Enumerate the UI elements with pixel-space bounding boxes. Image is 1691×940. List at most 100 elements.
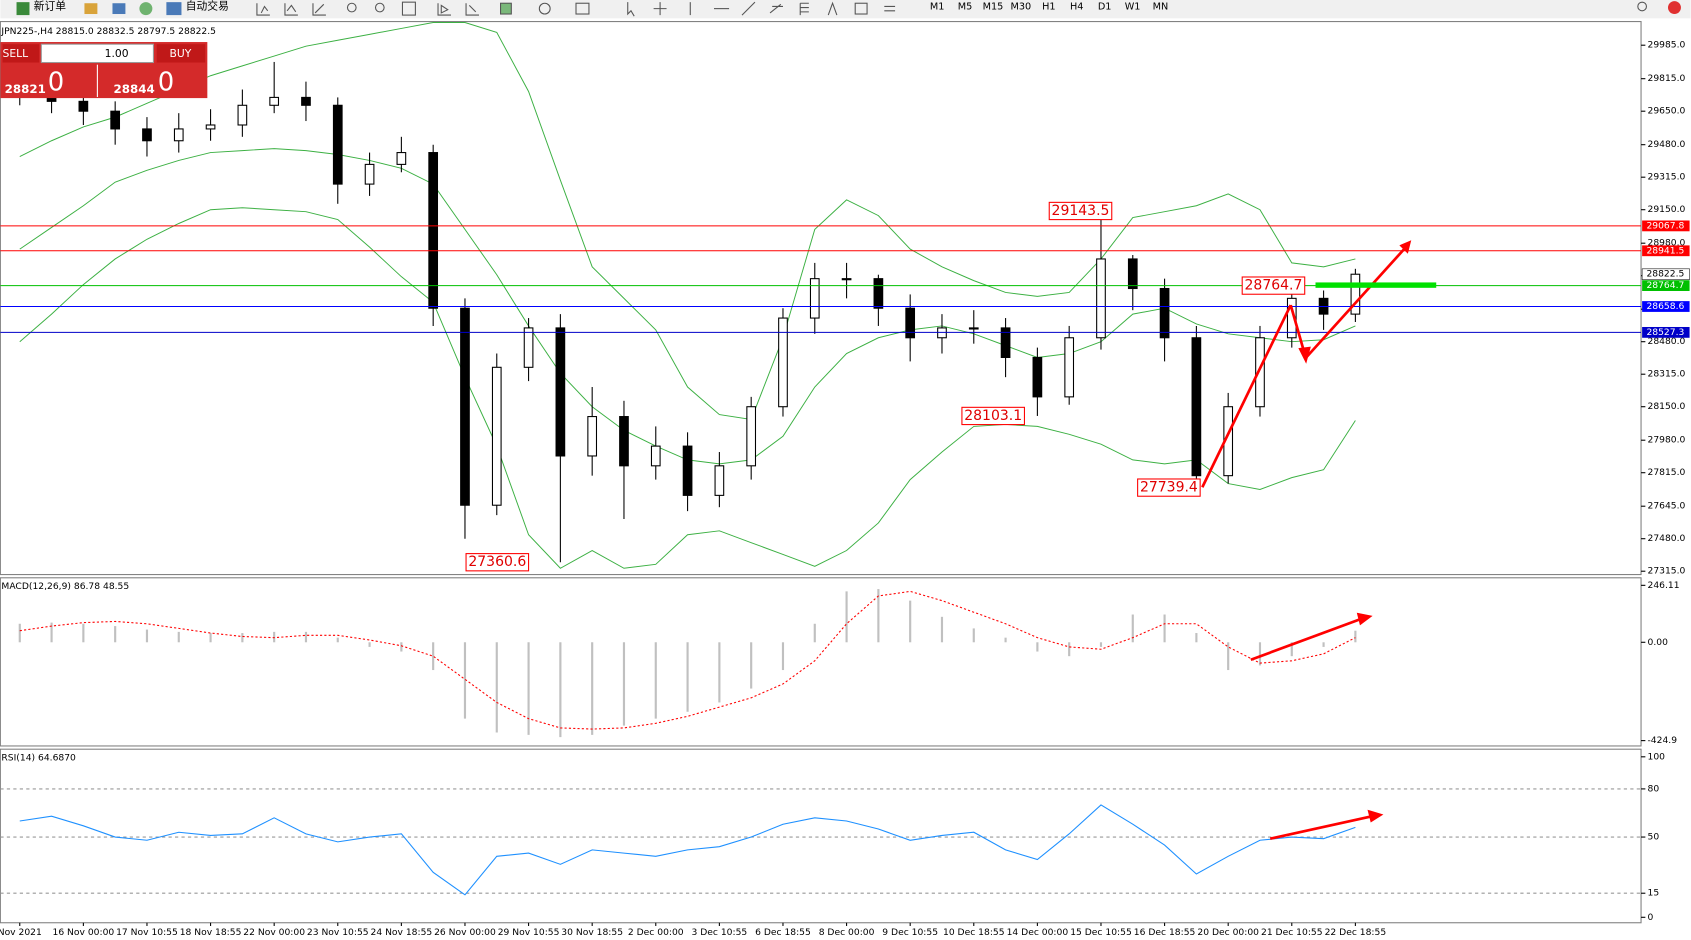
timeframe[interactable]: D1 xyxy=(1098,1,1112,12)
candle-body xyxy=(905,307,916,339)
volume-box[interactable] xyxy=(40,43,154,64)
rsi-panel xyxy=(0,748,1642,924)
candle-body xyxy=(619,416,629,467)
candle-body xyxy=(1350,273,1361,315)
y-tick-label: 15 xyxy=(1648,888,1660,899)
candle-body xyxy=(301,96,311,106)
auto-trading[interactable]: 自动交易 xyxy=(186,0,229,12)
candle-body xyxy=(523,327,534,368)
volume[interactable]: 1.00 xyxy=(105,47,129,60)
x-tick-label: 23 Nov 10:55 xyxy=(307,927,369,938)
sell-digit[interactable]: 0 xyxy=(48,68,64,98)
macd-signal xyxy=(19,590,1356,730)
timeframe[interactable]: MN xyxy=(1153,1,1169,12)
notification[interactable] xyxy=(1668,1,1681,15)
tool-icon[interactable] xyxy=(256,3,270,16)
tool-icon[interactable] xyxy=(112,3,126,15)
arrow xyxy=(1201,304,1292,488)
zoom-in[interactable] xyxy=(346,2,357,13)
x-tick-label: 8 Dec 00:00 xyxy=(819,927,875,938)
y-tick-label: 29480.0 xyxy=(1648,139,1686,150)
macd-panel xyxy=(0,577,1642,747)
bid-tag xyxy=(1641,268,1690,280)
y-tick-label: 0 xyxy=(1648,912,1654,923)
x-tick-label: 10 Dec 18:55 xyxy=(943,927,1005,938)
y-tick-label: 100 xyxy=(1648,751,1666,762)
annotation: 28764.7 xyxy=(1245,278,1303,294)
timeframe[interactable]: M5 xyxy=(958,1,973,12)
timeframe[interactable]: W1 xyxy=(1125,1,1141,12)
x-tick-label: Nov 2021 xyxy=(0,927,42,938)
x-tick-label: 29 Nov 10:55 xyxy=(498,927,560,938)
toolbar-icons xyxy=(256,1,1647,17)
x-tick-label: 3 Dec 10:55 xyxy=(691,927,747,938)
candle-body xyxy=(714,465,725,496)
candle-body xyxy=(460,307,470,506)
channel[interactable] xyxy=(769,3,783,14)
annotation: 27739.4 xyxy=(1140,480,1198,496)
periods[interactable] xyxy=(538,2,551,15)
tool-icon[interactable] xyxy=(139,2,153,16)
x-tick-label: 17 Nov 10:55 xyxy=(116,927,178,938)
x-tick-label: 9 Dec 10:55 xyxy=(882,927,938,938)
indicators[interactable] xyxy=(500,2,512,15)
trendline[interactable] xyxy=(741,1,756,16)
shapes[interactable] xyxy=(884,5,896,12)
marker-bar xyxy=(1315,282,1437,288)
cursor[interactable] xyxy=(627,2,635,17)
annotation: 27360.6 xyxy=(468,554,526,570)
level-label: 28658.6 xyxy=(1646,301,1684,312)
arrow-head xyxy=(1399,240,1412,254)
candle-body xyxy=(396,152,407,165)
y-tick-label: 27980.0 xyxy=(1648,435,1686,446)
fibo[interactable] xyxy=(799,2,809,16)
tool-icon[interactable] xyxy=(465,3,479,16)
order-panel: SELL 1.00 BUY 28821 0 28844 0 xyxy=(0,42,208,99)
timeframe[interactable]: M30 xyxy=(1011,1,1032,12)
buy-digit[interactable]: 0 xyxy=(158,68,174,98)
tool-icon[interactable] xyxy=(437,3,451,16)
text-tool[interactable] xyxy=(827,1,838,16)
y-tick-label: 28315.0 xyxy=(1648,369,1686,380)
auto-trading-icon[interactable] xyxy=(166,2,182,16)
level-label: 28527.3 xyxy=(1646,327,1684,338)
bollinger-lower xyxy=(19,207,1356,569)
y-tick-label: 0.00 xyxy=(1648,637,1669,648)
x-tick-label: 24 Nov 18:55 xyxy=(371,927,433,938)
candle-body xyxy=(269,96,280,106)
buy-label[interactable]: BUY xyxy=(169,47,191,60)
zoom-out[interactable] xyxy=(374,2,385,13)
y-tick-label: 29815.0 xyxy=(1648,73,1686,84)
buy-price[interactable]: 28844 xyxy=(114,82,155,96)
new-order-icon[interactable] xyxy=(16,2,30,16)
candle-body xyxy=(1159,287,1170,339)
timeframe[interactable]: M1 xyxy=(930,1,945,12)
label-tool[interactable] xyxy=(854,2,868,15)
y-tick-label: 27645.0 xyxy=(1648,501,1686,512)
y-tick-label: 28980.0 xyxy=(1648,238,1686,249)
y-tick-label: 28480.0 xyxy=(1648,336,1686,347)
timeframe[interactable]: H1 xyxy=(1042,1,1055,12)
tool-icon[interactable] xyxy=(284,3,298,16)
tool-icon[interactable] xyxy=(312,3,326,16)
crosshair[interactable] xyxy=(653,2,667,16)
tile[interactable] xyxy=(401,1,416,16)
y-tick-label: 29650.0 xyxy=(1648,106,1686,117)
drawings xyxy=(1201,240,1412,840)
sell-label[interactable]: SELL xyxy=(3,47,29,60)
tool-icon[interactable] xyxy=(84,3,98,15)
sell-button[interactable] xyxy=(2,44,40,63)
level-label: 28941.5 xyxy=(1646,245,1684,256)
sell-price[interactable]: 28821 xyxy=(5,82,46,96)
buy-button[interactable] xyxy=(156,44,206,63)
timeframe[interactable]: H4 xyxy=(1070,1,1083,12)
toolbar-bg xyxy=(0,0,1691,19)
search[interactable] xyxy=(1637,1,1647,12)
timeframe[interactable]: M15 xyxy=(983,1,1004,12)
candle-body xyxy=(809,278,820,319)
candle-body xyxy=(142,128,152,142)
templates[interactable] xyxy=(575,2,590,15)
candle-body xyxy=(650,445,661,467)
new-order[interactable]: 新订单 xyxy=(34,0,67,12)
rsi-line xyxy=(19,804,1356,896)
